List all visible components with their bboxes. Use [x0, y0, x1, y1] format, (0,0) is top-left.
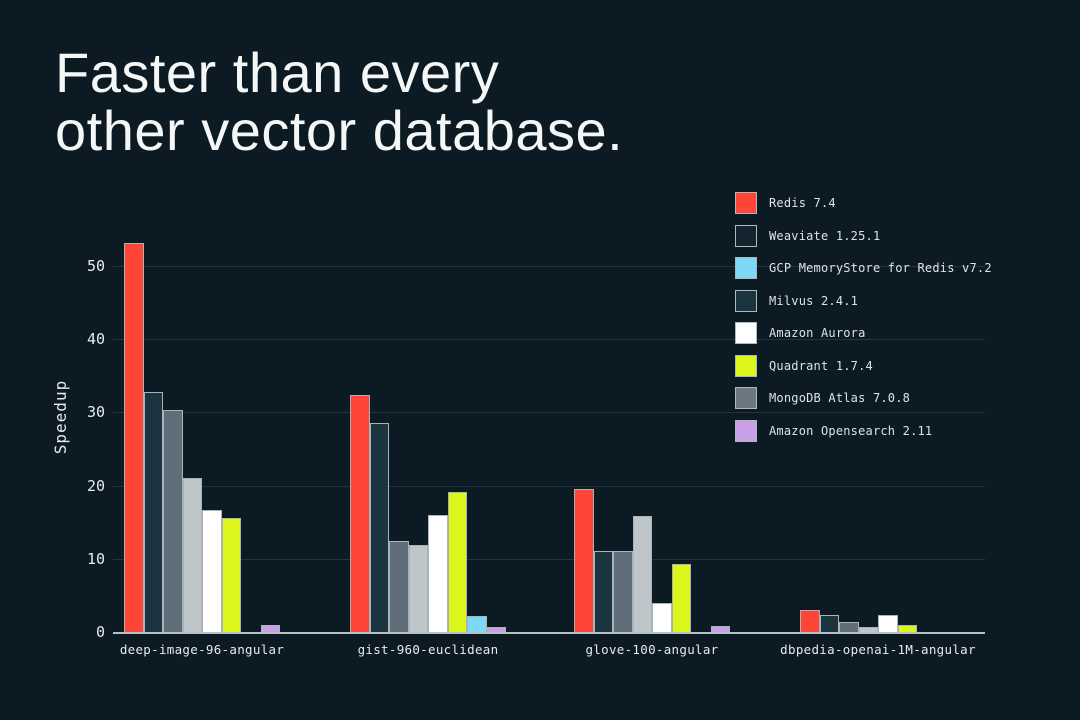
legend-item-label: Milvus 2.4.1	[769, 293, 859, 308]
legend-swatch	[735, 224, 757, 247]
bar-amazon-opensearch-2-11-deep-image-96-angular	[260, 625, 280, 632]
bar-amazon-aurora-deep-image-96-angular	[202, 510, 222, 632]
legend-item: Quadrant 1.7.4	[735, 354, 992, 377]
legend-item: Redis 7.4	[735, 192, 992, 214]
legend-item-label: MongoDB Atlas 7.0.8	[769, 391, 911, 405]
y-tick-label-10: 10	[86, 549, 105, 568]
legend-item-label: Redis 7.4	[769, 196, 836, 210]
bar-redis-7-4-deep-image-96-angular	[124, 243, 144, 632]
page-title: Faster than every other vector database.	[55, 44, 623, 160]
legend-swatch	[735, 322, 757, 344]
bar-amazon-opensearch-2-11-gist-960-euclidean	[486, 627, 506, 632]
bar-amazon-aurora-glove-100-angular	[652, 603, 672, 632]
bar-mongodb-atlas-7-0-8-glove-100-angular	[613, 551, 633, 632]
y-tick-label-30: 30	[86, 403, 105, 422]
bar-weaviate-1-25-1-deep-image-96-angular	[182, 478, 202, 632]
x-category-label-glove-100-angular: glove-100-angular	[585, 642, 719, 657]
bar-weaviate-1-25-1-dbpedia-openai-1M-angular	[858, 627, 878, 632]
legend-swatch	[735, 387, 757, 409]
chart-legend: Redis 7.4 Weaviate 1.25.1 GCP MemoryStore …	[735, 192, 992, 452]
gridline-20	[113, 485, 985, 487]
legend-item: GCP MemoryStore for Redis v7.2	[735, 257, 992, 279]
bar-amazon-aurora-gist-960-euclidean	[428, 515, 448, 632]
bar-quadrant-1-7-4-dbpedia-openai-1M-angular	[897, 625, 917, 632]
page-title-line2: other vector database.	[55, 99, 624, 162]
legend-item: MongoDB Atlas 7.0.8	[735, 387, 992, 409]
legend-item-label: Amazon Opensearch 2.11	[769, 423, 933, 438]
legend-swatch	[735, 257, 757, 279]
bar-redis-7-4-gist-960-euclidean	[350, 395, 370, 632]
legend-item-label: GCP MemoryStore for Redis v7.2	[769, 261, 992, 275]
gridline-50	[113, 266, 985, 267]
legend-item-label: Amazon Aurora	[769, 326, 866, 340]
x-axis-line	[113, 632, 985, 634]
legend-swatch	[735, 192, 757, 214]
legend-item: Amazon Aurora	[735, 322, 992, 344]
page-title-line1: Faster than every	[55, 41, 500, 104]
bar-weaviate-1-25-1-glove-100-angular	[632, 516, 652, 632]
legend-item: Milvus 2.4.1	[735, 289, 992, 312]
bar-quadrant-1-7-4-gist-960-euclidean	[447, 492, 467, 632]
bar-mongodb-atlas-7-0-8-deep-image-96-angular	[163, 410, 183, 632]
legend-item: Amazon Opensearch 2.11	[735, 419, 992, 442]
bar-redis-7-4-glove-100-angular	[574, 489, 594, 632]
bar-weaviate-1-25-1-gist-960-euclidean	[408, 545, 428, 632]
y-tick-label-20: 20	[86, 476, 105, 495]
x-category-label-gist-960-euclidean: gist-960-euclidean	[357, 642, 499, 657]
bar-amazon-aurora-dbpedia-openai-1M-angular	[878, 615, 898, 632]
bar-mongodb-atlas-7-0-8-dbpedia-openai-1M-angular	[839, 622, 859, 632]
bar-quadrant-1-7-4-glove-100-angular	[671, 564, 691, 632]
bar-mongodb-atlas-7-0-8-gist-960-euclidean	[389, 541, 409, 632]
bar-amazon-opensearch-2-11-glove-100-angular	[710, 626, 730, 632]
y-tick-label-50: 50	[86, 257, 105, 275]
legend-item-label: Weaviate 1.25.1	[769, 228, 881, 243]
bar-redis-7-4-dbpedia-openai-1M-angular	[800, 610, 820, 632]
bar-quadrant-1-7-4-deep-image-96-angular	[221, 518, 241, 632]
bar-milvus-2-4-1-dbpedia-openai-1M-angular	[819, 615, 839, 632]
legend-swatch	[735, 419, 757, 442]
y-tick-label-0: 0	[95, 623, 105, 641]
y-tick-label-40: 40	[86, 330, 105, 349]
x-category-label-deep-image-96-angular: deep-image-96-angular	[119, 642, 285, 657]
legend-item-label: Quadrant 1.7.4	[769, 358, 873, 373]
gridline-30	[113, 412, 985, 414]
bar-gcp-memorystore-for-redis-v7-2-gist-960-euclidean	[467, 616, 487, 632]
gridline-40	[113, 339, 985, 341]
legend-swatch	[735, 354, 757, 377]
gridline-10	[113, 558, 985, 560]
bar-milvus-2-4-1-glove-100-angular	[593, 551, 613, 632]
legend-swatch	[735, 289, 757, 312]
bar-milvus-2-4-1-gist-960-euclidean	[369, 423, 389, 632]
bar-milvus-2-4-1-deep-image-96-angular	[143, 392, 163, 632]
x-category-label-dbpedia-openai-1M-angular: dbpedia-openai-1M-angular	[780, 642, 976, 657]
legend-item: Weaviate 1.25.1	[735, 224, 992, 247]
